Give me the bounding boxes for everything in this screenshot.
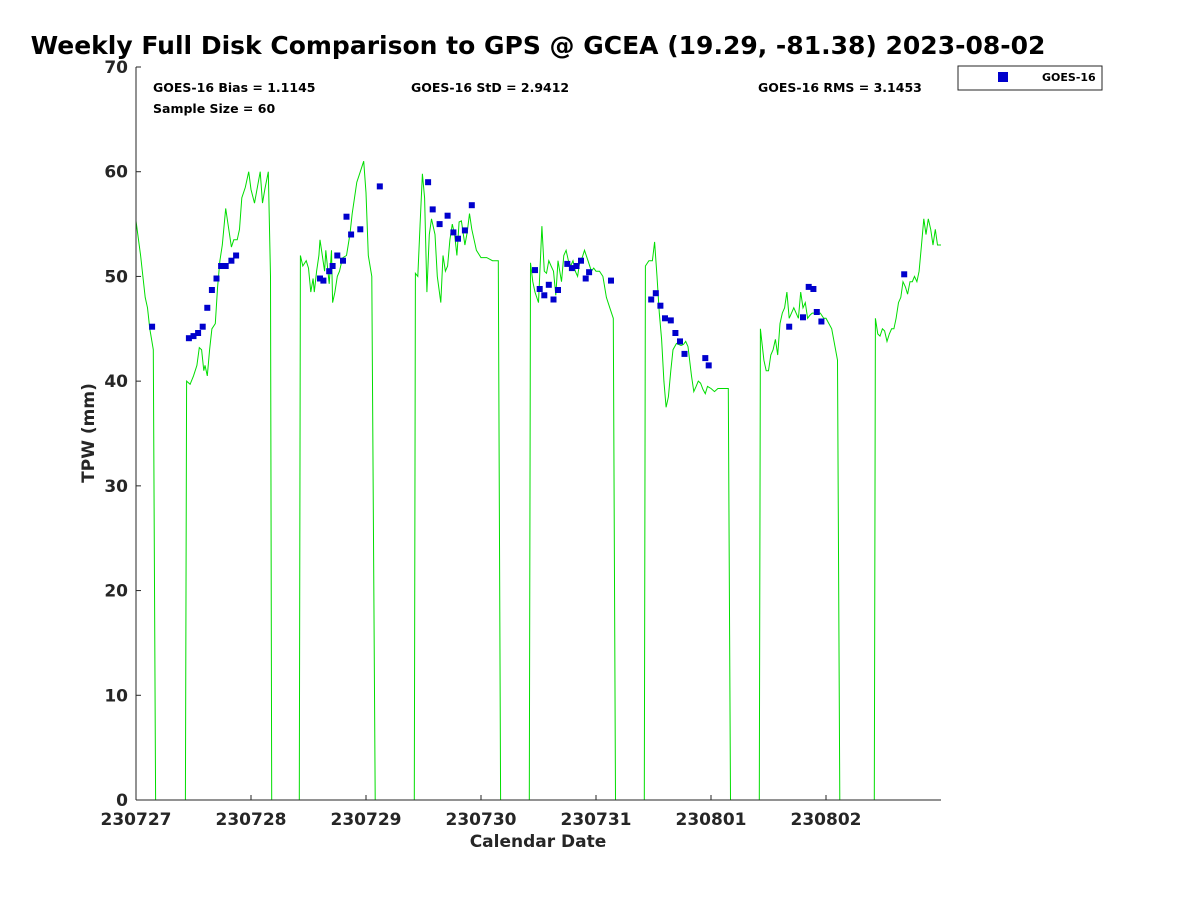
gps-line-segment [873, 218, 941, 801]
y-tick-label: 10 [104, 686, 128, 706]
x-tick-label: 230730 [446, 810, 517, 830]
y-tick-label: 30 [104, 477, 128, 497]
goes16-point [818, 318, 825, 325]
y-axis-ticks: 0 10 20 30 40 50 60 70 [104, 58, 141, 811]
goes16-point [702, 355, 709, 362]
goes16-point [672, 330, 679, 336]
goes16-point [326, 268, 333, 275]
y-tick-label: 0 [116, 791, 128, 811]
gps-line-segment [135, 220, 157, 801]
x-axis-ticks: 230727 230728 230729 230730 230731 230801 2308… [101, 795, 862, 830]
goes16-point [190, 333, 197, 340]
goes16-point [429, 206, 436, 213]
goes16-point [805, 283, 812, 290]
goes16-point [550, 296, 557, 303]
gps-line-segment [298, 161, 385, 801]
goes16-point [222, 263, 229, 269]
goes16-point [667, 317, 674, 324]
goes16-point [455, 235, 461, 242]
goes16-point [348, 231, 355, 238]
goes16-point [149, 323, 156, 330]
y-tick-label: 60 [104, 163, 128, 183]
x-tick-label: 230731 [561, 810, 632, 830]
goes16-point [218, 263, 225, 269]
goes16-point [586, 269, 593, 276]
goes16-point [461, 227, 468, 234]
goes16-series-points [149, 179, 908, 369]
chart-title: Weekly Full Disk Comparison to GPS @ GCE… [31, 31, 1046, 60]
stat-std: GOES-16 StD = 2.9412 [411, 80, 569, 95]
goes16-point [450, 229, 457, 236]
legend-label-goes16: GOES-16 [1042, 71, 1096, 84]
stat-bias: GOES-16 Bias = 1.1145 [153, 80, 315, 95]
goes16-point [228, 257, 235, 264]
goes16-point [677, 338, 683, 345]
goes16-point [578, 257, 584, 264]
goes16-point [213, 275, 220, 282]
goes16-point [545, 281, 552, 288]
goes16-point [681, 350, 688, 357]
legend: GOES-16 [957, 65, 1103, 91]
goes16-point [652, 290, 659, 297]
goes16-point [233, 252, 240, 259]
goes16-point [573, 263, 580, 269]
goes16-point [532, 267, 538, 274]
goes16-point [195, 330, 202, 336]
goes16-point [608, 277, 614, 284]
goes16-point [810, 286, 817, 292]
x-tick-label: 230728 [216, 810, 287, 830]
gps-line-segment [184, 171, 273, 801]
goes16-point [208, 287, 215, 293]
goes16-point [468, 202, 475, 209]
legend-box [957, 65, 1103, 91]
gps-line-segment [758, 292, 846, 801]
goes16-point [657, 302, 664, 309]
x-tick-label: 230802 [791, 810, 862, 830]
goes16-point [343, 213, 350, 220]
goes16-point [582, 275, 589, 282]
goes16-point [564, 260, 571, 267]
legend-marker-goes16 [998, 72, 1008, 82]
goes16-point [185, 335, 192, 342]
x-tick-label: 230729 [331, 810, 402, 830]
goes16-point [436, 221, 443, 228]
y-tick-label: 20 [104, 582, 128, 602]
goes16-point [334, 252, 341, 259]
goes16-point [199, 323, 206, 330]
goes16-point [329, 263, 336, 269]
x-axis-label: Calendar Date [470, 832, 607, 852]
stat-sample-size: Sample Size = 60 [153, 101, 275, 116]
goes16-point [800, 314, 806, 321]
goes16-point [705, 362, 712, 369]
goes16-point [536, 286, 543, 292]
goes16-point [376, 183, 383, 190]
goes16-point [568, 265, 575, 272]
goes16-point [541, 292, 548, 299]
y-tick-label: 40 [104, 372, 128, 392]
goes16-point [444, 212, 451, 219]
goes16-point [357, 226, 364, 233]
stat-rms: GOES-16 RMS = 3.1453 [758, 80, 922, 95]
x-tick-label: 230727 [101, 810, 172, 830]
goes16-point [662, 315, 668, 322]
y-tick-label: 70 [104, 58, 128, 78]
goes16-point [901, 271, 908, 278]
x-tick-label: 230801 [676, 810, 747, 830]
goes16-point [204, 304, 211, 311]
goes16-point [786, 323, 793, 330]
y-tick-label: 50 [104, 267, 128, 287]
goes16-point [813, 309, 820, 315]
goes16-point [648, 296, 655, 303]
goes16-point [555, 287, 561, 293]
goes16-point [425, 179, 432, 186]
y-axis-label: TPW (mm) [79, 383, 99, 483]
goes16-point [317, 275, 323, 282]
goes16-point [320, 277, 327, 284]
plot-area [136, 67, 941, 800]
goes16-point [340, 257, 346, 264]
